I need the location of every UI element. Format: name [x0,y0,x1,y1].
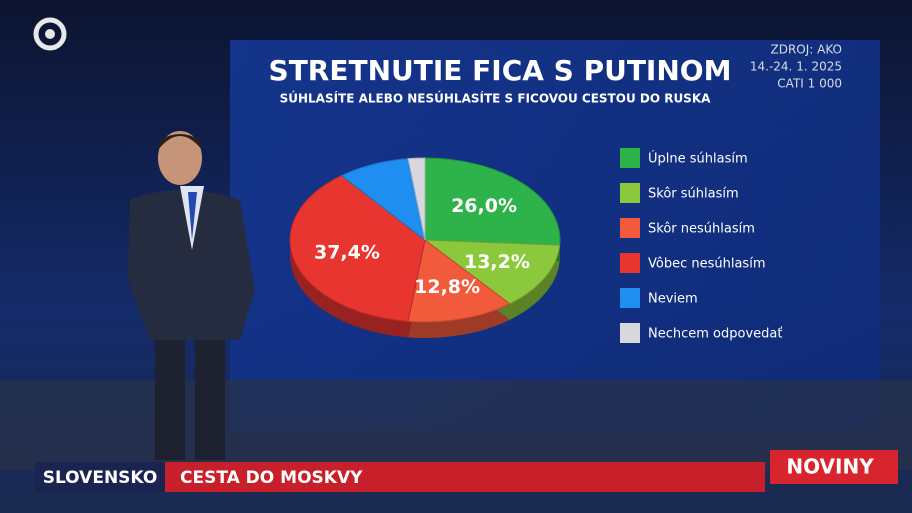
legend-label: Skôr nesúhlasím [648,222,755,237]
legend-swatch [620,148,640,168]
legend: Úplne súhlasím Skôr súhlasím Skôr nesúhlas… [620,148,782,343]
legend-label: Vôbec nesúhlasím [648,257,765,272]
legend-swatch [620,323,640,343]
headline: CESTA DO MOSKVY [180,468,363,488]
legend-label: Neviem [648,292,698,307]
legend-swatch [620,218,640,238]
logo [33,17,67,51]
pie-slice [424,157,561,246]
legend-swatch [620,183,640,203]
source: ZDROJ: AKO 14.-24. 1. 2025 CATI 1 000 [750,43,842,91]
region: SLOVENSKO [43,468,158,488]
pie-slice [289,174,426,322]
data-label: 26,0% [451,195,517,217]
source-line: CATI 1 000 [777,77,842,91]
brand-box [770,450,898,484]
data-label: 12,8% [414,276,480,298]
legend-swatch [620,253,640,273]
source-line: 14.-24. 1. 2025 [750,60,842,74]
data-label: 37,4% [314,242,380,264]
headline-box [165,462,765,492]
legend-swatch [620,288,640,308]
pie-slice [407,239,511,323]
pie: 26,0% 13,2% 12,8% 37,4% [289,157,561,338]
legend-label: Skôr súhlasím [648,187,739,202]
data-label: 13,2% [464,251,530,273]
pie-slice [423,239,561,305]
brand: NOVINY [786,455,874,479]
legend-label: Nechcem odpovedať [648,327,782,342]
source-line: ZDROJ: AKO [770,43,842,57]
chart-title: STRETNUTIE FICA S PUTINOM [269,54,732,87]
floor [0,380,912,470]
chart-subtitle: SÚHLASÍTE ALEBO NESÚHLASÍTE S FICOVOU CE… [280,91,712,106]
region-box [35,462,165,492]
pie-slice [407,157,426,241]
lower-third: SLOVENSKO CESTA DO MOSKVY NOVINY [35,450,898,492]
legend-label: Úplne súhlasím [648,151,748,167]
presenter [128,131,255,460]
